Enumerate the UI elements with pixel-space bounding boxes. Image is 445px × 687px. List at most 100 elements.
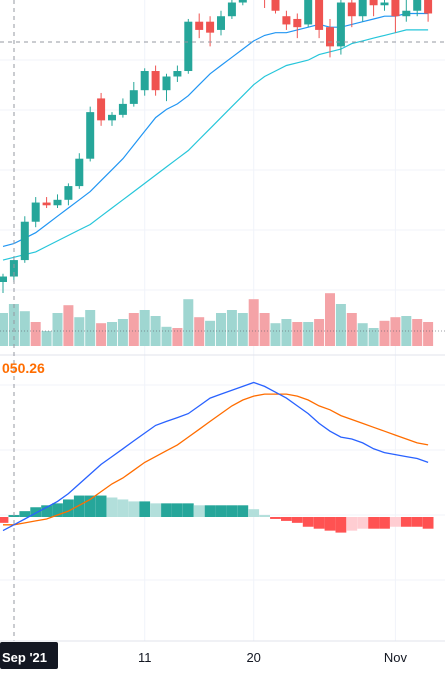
candle [195, 13, 204, 39]
candle [20, 216, 29, 263]
histogram-bar [204, 505, 216, 517]
volume-bar [41, 331, 52, 346]
candle [315, 0, 324, 39]
histogram-bar [117, 499, 129, 517]
histogram-bar [73, 495, 85, 517]
candle-body [31, 202, 40, 222]
candle-body [227, 2, 236, 17]
candle [151, 65, 160, 96]
histogram-bar [390, 517, 401, 527]
histogram-bar [182, 503, 194, 517]
histogram-bar [291, 517, 303, 523]
candle [413, 0, 422, 17]
volume-bar [194, 317, 205, 346]
candle-body [20, 221, 29, 261]
macd-line [2, 381, 429, 532]
volume-bar [172, 328, 183, 346]
candle [380, 0, 389, 11]
candle-body [304, 0, 313, 25]
candle [75, 153, 84, 189]
volume-bar [139, 310, 150, 346]
volume-bar [128, 313, 139, 346]
ma-slow-line [2, 29, 429, 261]
axis-tick-label: Nov [384, 650, 408, 665]
candle-body [326, 27, 334, 47]
volume-bar [226, 310, 237, 346]
volume-bar [281, 319, 292, 346]
volume-bar [161, 326, 172, 346]
candle [304, 0, 313, 28]
candle-body [336, 2, 345, 47]
histogram-bar [106, 497, 118, 517]
histogram-bar [52, 503, 63, 517]
histogram-bar [248, 509, 260, 517]
histogram-bar [215, 505, 227, 517]
candle [369, 0, 378, 17]
volume-bar [423, 322, 434, 346]
volume-bar [335, 304, 346, 346]
candle [42, 197, 51, 209]
candle-body [64, 186, 73, 200]
candle-body [97, 98, 106, 121]
volume-bar [325, 293, 335, 346]
candle-body [86, 112, 95, 159]
candle-body [118, 103, 127, 115]
candle-body [293, 18, 302, 28]
ma-fast-line [2, 12, 429, 247]
time-axis[interactable]: 11 20 Nov Sep '21 [0, 642, 407, 669]
candle [424, 0, 433, 22]
histogram-bar [411, 517, 423, 527]
macd-value-label: 050.26 [2, 360, 45, 376]
histogram-bar [150, 503, 161, 517]
candle-body [402, 10, 411, 17]
candle [173, 65, 182, 82]
candle [238, 0, 247, 6]
volume-bar [85, 310, 96, 346]
volume-bar [390, 317, 401, 346]
volume-bar [8, 304, 19, 346]
candle [206, 16, 215, 47]
histogram-bar [400, 517, 412, 527]
candle-body [162, 76, 171, 91]
candle-body [195, 21, 204, 30]
crosshair-time-label: Sep '21 [2, 650, 47, 665]
histogram-bar [193, 505, 205, 517]
candle [129, 81, 138, 107]
candle-body [391, 0, 400, 17]
candle [108, 112, 116, 126]
candle [336, 0, 345, 55]
candle-body [75, 158, 84, 187]
histogram-bar [63, 499, 74, 517]
histogram-bar [41, 505, 52, 517]
candle-body [282, 16, 291, 25]
volume-bar [150, 316, 161, 346]
candle [53, 194, 62, 209]
candle [64, 183, 73, 206]
crosshair [0, 0, 445, 641]
volume-bar [357, 323, 368, 346]
candle-body [9, 260, 18, 277]
volume-bar [74, 317, 85, 346]
histogram-bar [313, 517, 325, 529]
axis-tick-label: 11 [138, 650, 152, 665]
histogram-bar [128, 501, 140, 517]
histogram-bar [172, 503, 183, 517]
histogram-bar [368, 517, 379, 529]
histogram-bar [237, 505, 249, 517]
candle-body [238, 0, 247, 3]
candle [9, 257, 18, 282]
candle [391, 0, 400, 33]
candle-body [358, 0, 367, 17]
moving-averages [2, 12, 429, 261]
candle-body [140, 71, 149, 91]
candle [0, 273, 7, 293]
volume-bar [30, 322, 41, 346]
volume-bar [216, 313, 226, 346]
macd-lines [2, 381, 429, 532]
candlestick-series [0, 0, 433, 293]
candle [162, 73, 171, 102]
candle-body [173, 71, 182, 77]
histogram-bar [379, 517, 390, 529]
